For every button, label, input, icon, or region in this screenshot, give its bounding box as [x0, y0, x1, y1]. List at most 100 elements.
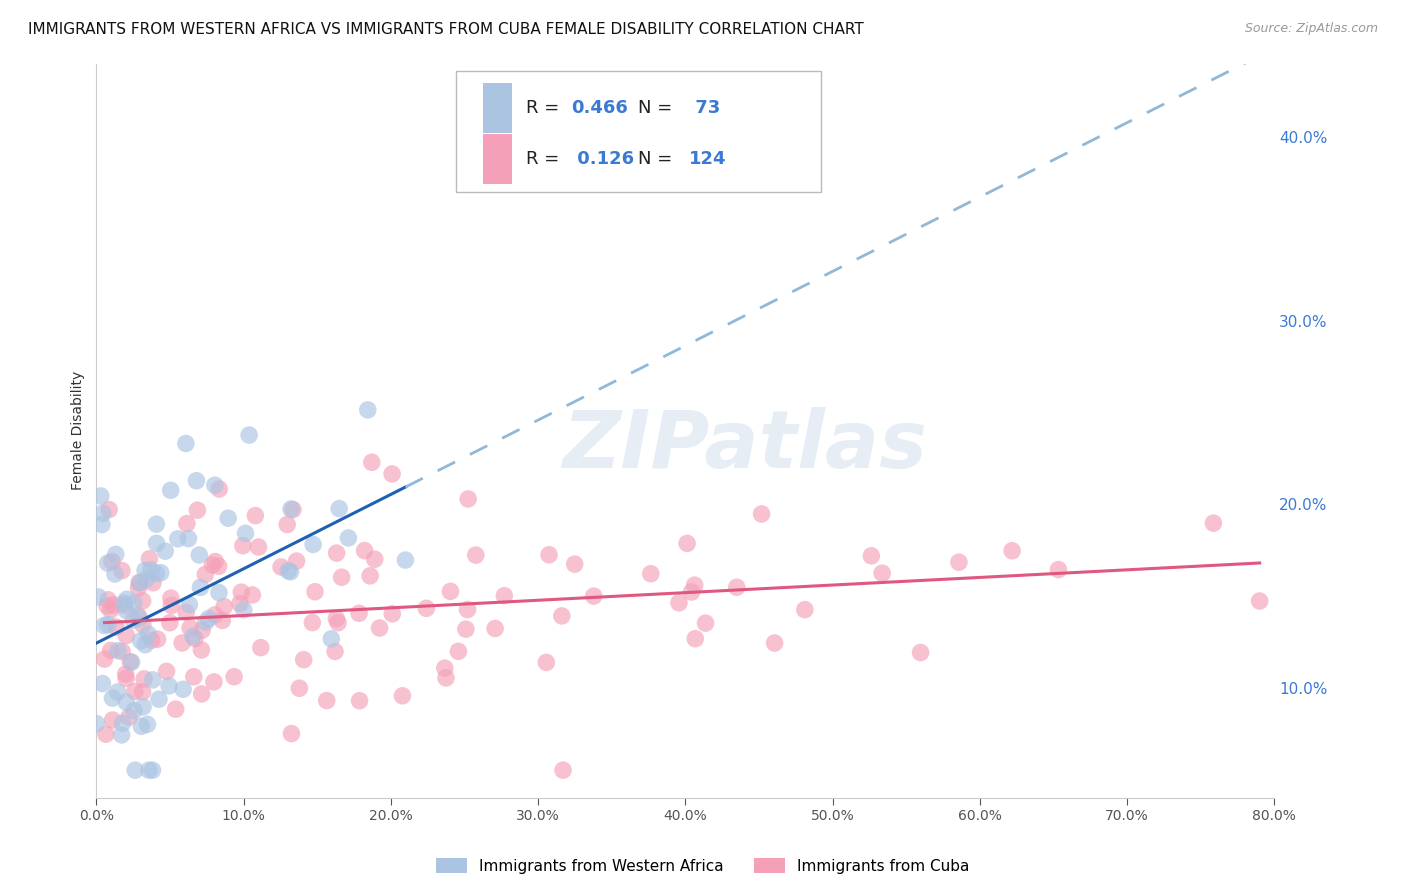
Point	[330, 570, 353, 584]
Point	[97, 592, 120, 607]
Point	[131, 719, 153, 733]
Point	[1047, 563, 1070, 577]
Point	[104, 620, 127, 634]
FancyBboxPatch shape	[456, 71, 821, 193]
Point	[141, 633, 163, 648]
Point	[353, 543, 375, 558]
Point	[166, 532, 188, 546]
Point	[148, 692, 170, 706]
Point	[394, 553, 416, 567]
Point	[212, 599, 235, 614]
Point	[127, 608, 149, 623]
Point	[536, 656, 558, 670]
Point	[128, 611, 150, 625]
Point	[315, 693, 337, 707]
Point	[285, 554, 308, 568]
Point	[131, 594, 153, 608]
Point	[582, 589, 605, 603]
Point	[129, 633, 152, 648]
Point	[138, 763, 160, 777]
Point	[326, 615, 349, 630]
Point	[231, 585, 253, 599]
Point	[186, 474, 208, 488]
Point	[197, 611, 219, 625]
Point	[97, 617, 120, 632]
Point	[159, 615, 181, 630]
Text: Source: ZipAtlas.com: Source: ZipAtlas.com	[1244, 22, 1378, 36]
Point	[118, 710, 141, 724]
Point	[325, 612, 347, 626]
Point	[155, 665, 177, 679]
Point	[131, 685, 153, 699]
Point	[190, 687, 212, 701]
Point	[142, 575, 165, 590]
Point	[124, 763, 146, 777]
Point	[364, 552, 387, 566]
Point	[165, 702, 187, 716]
Point	[176, 516, 198, 531]
Point	[112, 598, 135, 612]
Point	[245, 508, 267, 523]
Point	[368, 621, 391, 635]
FancyBboxPatch shape	[482, 83, 512, 133]
Point	[145, 517, 167, 532]
Point	[222, 670, 245, 684]
Point	[537, 548, 560, 562]
Point	[104, 567, 127, 582]
Point	[288, 681, 311, 696]
Point	[194, 615, 217, 629]
Point	[94, 727, 117, 741]
Point	[280, 565, 302, 579]
Legend: Immigrants from Western Africa, Immigrants from Cuba: Immigrants from Western Africa, Immigran…	[430, 852, 976, 880]
Point	[153, 544, 176, 558]
Point	[229, 597, 252, 611]
Point	[141, 763, 163, 777]
Point	[114, 667, 136, 681]
Point	[870, 566, 893, 581]
Point	[564, 557, 586, 571]
Point	[172, 682, 194, 697]
Point	[217, 511, 239, 525]
Point	[681, 585, 703, 599]
Point	[111, 644, 134, 658]
Point	[276, 517, 298, 532]
Point	[194, 567, 217, 582]
Point	[188, 548, 211, 562]
Point	[145, 566, 167, 581]
Text: 73: 73	[689, 99, 720, 117]
Point	[149, 566, 172, 580]
Point	[107, 643, 129, 657]
Point	[433, 661, 456, 675]
Point	[391, 689, 413, 703]
Point	[360, 455, 382, 469]
Point	[381, 467, 404, 481]
Point	[447, 644, 470, 658]
Point	[174, 605, 197, 619]
Point	[201, 558, 224, 572]
Point	[454, 622, 477, 636]
Point	[120, 655, 142, 669]
Text: 0.466: 0.466	[571, 99, 628, 117]
Point	[170, 636, 193, 650]
Point	[122, 596, 145, 610]
Point	[115, 603, 138, 617]
Point	[191, 623, 214, 637]
Point	[1249, 594, 1271, 608]
Point	[301, 615, 323, 630]
Point	[357, 403, 380, 417]
Point	[457, 602, 479, 616]
Point	[183, 670, 205, 684]
Point	[101, 713, 124, 727]
Point	[349, 694, 371, 708]
Point	[121, 655, 143, 669]
Point	[190, 580, 212, 594]
Point	[793, 602, 815, 616]
Point	[174, 436, 197, 450]
Point	[948, 555, 970, 569]
Point	[186, 503, 208, 517]
Point	[134, 563, 156, 577]
Point	[128, 575, 150, 590]
Point	[124, 684, 146, 698]
Point	[132, 617, 155, 632]
Point	[145, 536, 167, 550]
